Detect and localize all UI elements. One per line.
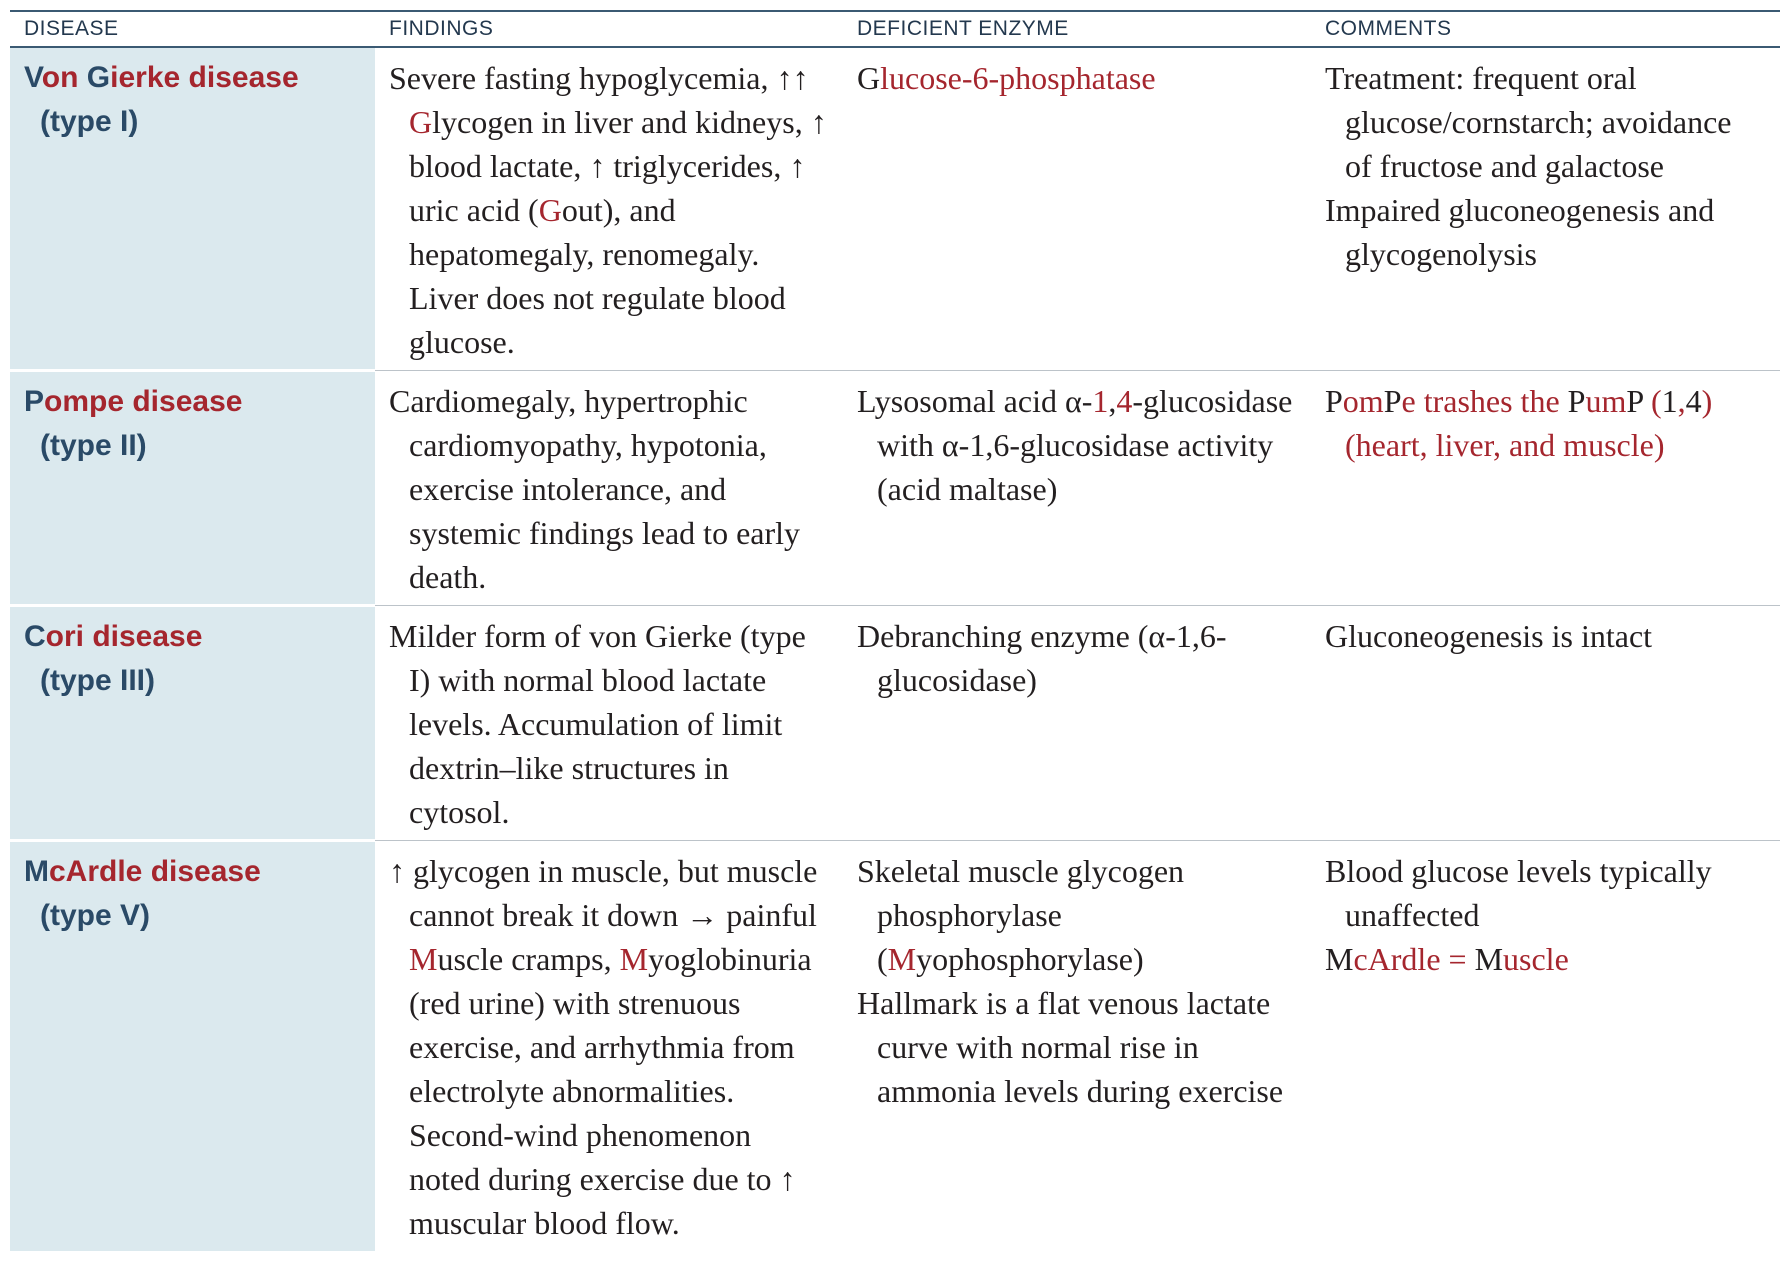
glycogen-storage-disease-table: DISEASE FINDINGS DEFICIENT ENZYME COMMEN… [10, 10, 1780, 1251]
header-deficient-enzyme: DEFICIENT ENZYME [843, 10, 1311, 48]
highlight-letter: uscle [1503, 941, 1569, 977]
header-row: DISEASE FINDINGS DEFICIENT ENZYME COMMEN… [10, 10, 1780, 48]
cell-entry: Skeletal muscle glycogen phosphorylase (… [857, 853, 1185, 977]
findings-cell: ↑ glycogen in muscle, but muscle cannot … [375, 841, 843, 1252]
highlight-letter: on [41, 61, 87, 94]
highlight-letter: om [1342, 383, 1384, 419]
comments-cell: Blood glucose levels typically unaffecte… [1311, 841, 1780, 1252]
comments-cell: Gluconeogenesis is intact [1311, 605, 1780, 841]
disease-cell: Von Gierke disease (type I) [10, 47, 375, 372]
cell-entry: ↑ glycogen in muscle, but muscle cannot … [389, 853, 818, 1241]
disease-type: (type V) [40, 899, 151, 932]
cell-entry: Treatment: frequent oral glucose/cornsta… [1325, 60, 1732, 184]
highlight-letter: M [887, 941, 917, 977]
cell-entry: Blood glucose levels typically unaffecte… [1325, 853, 1712, 933]
header-comments: COMMENTS [1311, 10, 1780, 48]
disease-type: (type III) [40, 664, 156, 697]
header-disease: DISEASE [10, 10, 375, 48]
table-row: Von Gierke disease (type I) Severe fasti… [10, 47, 1780, 372]
enzyme-cell: Debranching enzyme (α-1,6-glucosidase) [843, 605, 1311, 841]
header-findings: FINDINGS [375, 10, 843, 48]
highlight-letter: cArdle disease [49, 855, 261, 888]
disease-name: McArdle disease [24, 855, 261, 888]
highlight-letter: um [1585, 383, 1627, 419]
highlight-letter: lucose-6-phosphatase [880, 60, 1156, 96]
cell-entry: Cardiomegaly, hypertrophic cardiomyopath… [389, 383, 801, 595]
disease-name: Von Gierke disease [24, 61, 299, 94]
cell-entry: Impaired gluconeogenesis and glycogenoly… [1325, 192, 1715, 272]
disease-type: (type I) [40, 105, 139, 138]
cell-entry: Hallmark is a flat venous lactate curve … [857, 985, 1284, 1109]
table-row: Pompe disease (type II) Cardiomegaly, hy… [10, 370, 1780, 607]
highlight-letter: M [619, 941, 649, 977]
highlight-letter: ) (heart, liver, and muscle) [1345, 383, 1713, 463]
disease-type: (type II) [40, 429, 147, 462]
cell-entry: PomPe trashes the PumP (1,4) (heart, liv… [1325, 383, 1713, 463]
disease-cell: Cori disease (type III) [10, 605, 375, 842]
highlight-letter: G [538, 192, 562, 228]
disease-cell: Pompe disease (type II) [10, 370, 375, 607]
findings-cell: Severe fasting hypoglycemia, ↑↑ Glycogen… [375, 47, 843, 371]
cell-entry: Milder form of von Gierke (type I) with … [389, 618, 806, 830]
cell-entry: Glucose-6-phosphatase [857, 60, 1156, 96]
highlight-letter: G [409, 104, 433, 140]
table-row: Cori disease (type III) Milder form of v… [10, 605, 1780, 842]
highlight-letter: ori disease [45, 620, 203, 653]
cell-entry: McArdle = Muscle [1325, 941, 1569, 977]
cell-entry: Severe fasting hypoglycemia, ↑↑ Glycogen… [389, 60, 827, 360]
disease-name: Cori disease [24, 620, 203, 653]
highlight-letter: M [409, 941, 438, 977]
highlight-letter: ierke disease [110, 61, 299, 94]
disease-name: Pompe disease [24, 385, 243, 418]
findings-cell: Milder form of von Gierke (type I) with … [375, 605, 843, 841]
comments-cell: PomPe trashes the PumP (1,4) (heart, liv… [1311, 370, 1780, 606]
disease-cell: McArdle disease (type V) [10, 840, 375, 1251]
highlight-letter: 4 [1116, 383, 1133, 419]
highlight-letter: ompe disease [44, 385, 243, 418]
findings-cell: Cardiomegaly, hypertrophic cardiomyopath… [375, 370, 843, 606]
enzyme-cell: Skeletal muscle glycogen phosphorylase (… [843, 841, 1311, 1252]
cell-entry: Gluconeogenesis is intact [1325, 618, 1653, 654]
cell-entry: Debranching enzyme (α-1,6-glucosidase) [857, 618, 1227, 698]
highlight-letter: e trashes the [1401, 383, 1568, 419]
highlight-letter: cArdle = [1353, 941, 1475, 977]
table-row: McArdle disease (type V) ↑ glycogen in m… [10, 840, 1780, 1252]
enzyme-cell: Glucose-6-phosphatase [843, 47, 1311, 371]
enzyme-cell: Lysosomal acid α-1,4-glucosidase with α-… [843, 370, 1311, 606]
highlight-letter: ( [1642, 383, 1662, 419]
comments-cell: Treatment: frequent oral glucose/cornsta… [1311, 47, 1780, 371]
cell-entry: Lysosomal acid α-1,4-glucosidase with α-… [857, 383, 1293, 507]
highlight-letter: , [1677, 383, 1686, 419]
highlight-letter: 1 [1092, 383, 1109, 419]
